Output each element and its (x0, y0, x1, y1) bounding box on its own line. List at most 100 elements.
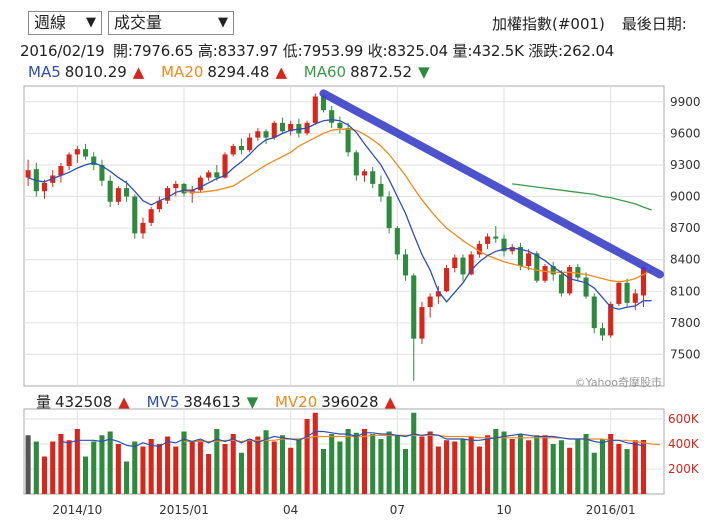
vol-label: 量 (36, 393, 52, 411)
ma-legend: MA5 8010.29 ▲ MA20 8294.48 ▲ MA60 8872.52 ▼ (28, 63, 434, 81)
candle-body (575, 267, 581, 278)
volume-bar (238, 452, 244, 494)
volume-legend: 量 432508 ▲ MV5 384613 ▼ MV20 396028 ▲ (36, 391, 400, 412)
candle-body (345, 128, 351, 153)
candle-body (501, 238, 507, 252)
price-tick-label: 8700 (670, 221, 701, 235)
volume-bar (132, 441, 138, 494)
candle-body (181, 183, 187, 194)
candle-body (247, 137, 253, 151)
change-value: 262.04 (562, 42, 615, 60)
candle-body (444, 268, 450, 292)
price-tick-label: 7500 (670, 347, 701, 361)
candle-body (271, 122, 277, 138)
volume-bar (148, 439, 154, 494)
volume-bar (99, 435, 105, 494)
period-select-value: 週線 (34, 13, 67, 32)
index-name: 加權指數(#001) (492, 15, 605, 33)
volume-bar (140, 446, 146, 494)
candle-body (197, 177, 203, 191)
volume-bar (411, 412, 417, 494)
candle-body (91, 156, 97, 165)
candle-body (526, 253, 532, 266)
volume-bar (509, 439, 515, 494)
volume-bar (197, 440, 203, 494)
candle-body (468, 254, 474, 275)
volume-bar (550, 444, 556, 494)
candle-body (206, 172, 212, 178)
volume-bar (476, 446, 482, 494)
candle-body (115, 188, 121, 202)
candle-body (485, 236, 491, 244)
candle-body (148, 209, 154, 223)
candle-body (402, 254, 409, 276)
volume-bar (279, 435, 286, 494)
volume-bar (247, 439, 253, 494)
price-tick-label: 8100 (670, 284, 701, 298)
candle-body (632, 293, 638, 303)
volume-bar (33, 441, 39, 494)
close-value: 8325.04 (387, 42, 448, 60)
x-tick-label: 2015/01 (159, 503, 209, 517)
candle-body (509, 247, 515, 252)
volume-bar (222, 444, 228, 494)
candle-body (82, 149, 89, 157)
change-label: 漲跌: (528, 42, 563, 60)
indicator-select-value: 成交量 (114, 13, 163, 32)
up-arrow-icon: ▲ (132, 63, 145, 81)
volume-bar (599, 439, 606, 494)
volume-tick-label: 600K (668, 412, 700, 426)
volume-bar (419, 436, 425, 494)
ma5-label: MA5 (28, 63, 61, 81)
x-tick-label: 04 (283, 503, 298, 517)
volume-bar (517, 434, 523, 494)
candle-body (517, 247, 523, 266)
volume-bar (189, 441, 195, 494)
ma60-value: 8872.52 (350, 63, 413, 81)
candle-body (452, 257, 458, 269)
price-tick-label: 8400 (670, 253, 701, 267)
volume-bar (640, 440, 647, 494)
up-arrow-icon: ▲ (384, 393, 397, 411)
volume-bar (427, 431, 433, 494)
candle-body (238, 146, 244, 151)
volume-bar (230, 434, 236, 494)
candle-body (165, 188, 171, 201)
volume-bar (444, 440, 450, 494)
volume-bar (329, 434, 335, 494)
candle-body (567, 267, 573, 294)
candle-body (279, 122, 286, 132)
down-arrow-icon: ▼ (418, 63, 430, 81)
volume-bar (460, 439, 466, 494)
volume-bar (345, 429, 351, 494)
ma20-value: 8294.48 (207, 63, 270, 81)
ma60-line (512, 183, 652, 211)
indicator-select[interactable]: 成交量 ▼ (108, 11, 234, 35)
volume-bar (320, 449, 327, 494)
candle-body (476, 243, 482, 255)
drawn-trendline (319, 89, 664, 279)
mv5-value: 384613 (183, 393, 241, 411)
high-label: 高: (197, 42, 218, 60)
volume-bar (501, 431, 507, 494)
volume-bar (312, 412, 318, 494)
candle-body (99, 164, 105, 181)
candle-body (58, 166, 64, 176)
volume-bar (66, 440, 72, 494)
volume-bar (485, 435, 491, 494)
volume-bar (542, 435, 548, 494)
volume-bar (41, 456, 48, 494)
candle-body (386, 196, 392, 229)
index-title: 加權指數(#001) 最後日期: (492, 13, 687, 34)
volume-label: 量: (452, 42, 473, 60)
period-select[interactable]: 週線 ▼ (28, 11, 102, 35)
volume-bar (124, 461, 130, 494)
x-tick-label: 07 (390, 503, 405, 517)
ma5-line (27, 119, 652, 310)
candle-body (107, 180, 113, 202)
candle-body (288, 123, 294, 132)
candle-body (419, 307, 425, 339)
candle-body (427, 296, 433, 308)
ma60-label: MA60 (303, 63, 347, 81)
